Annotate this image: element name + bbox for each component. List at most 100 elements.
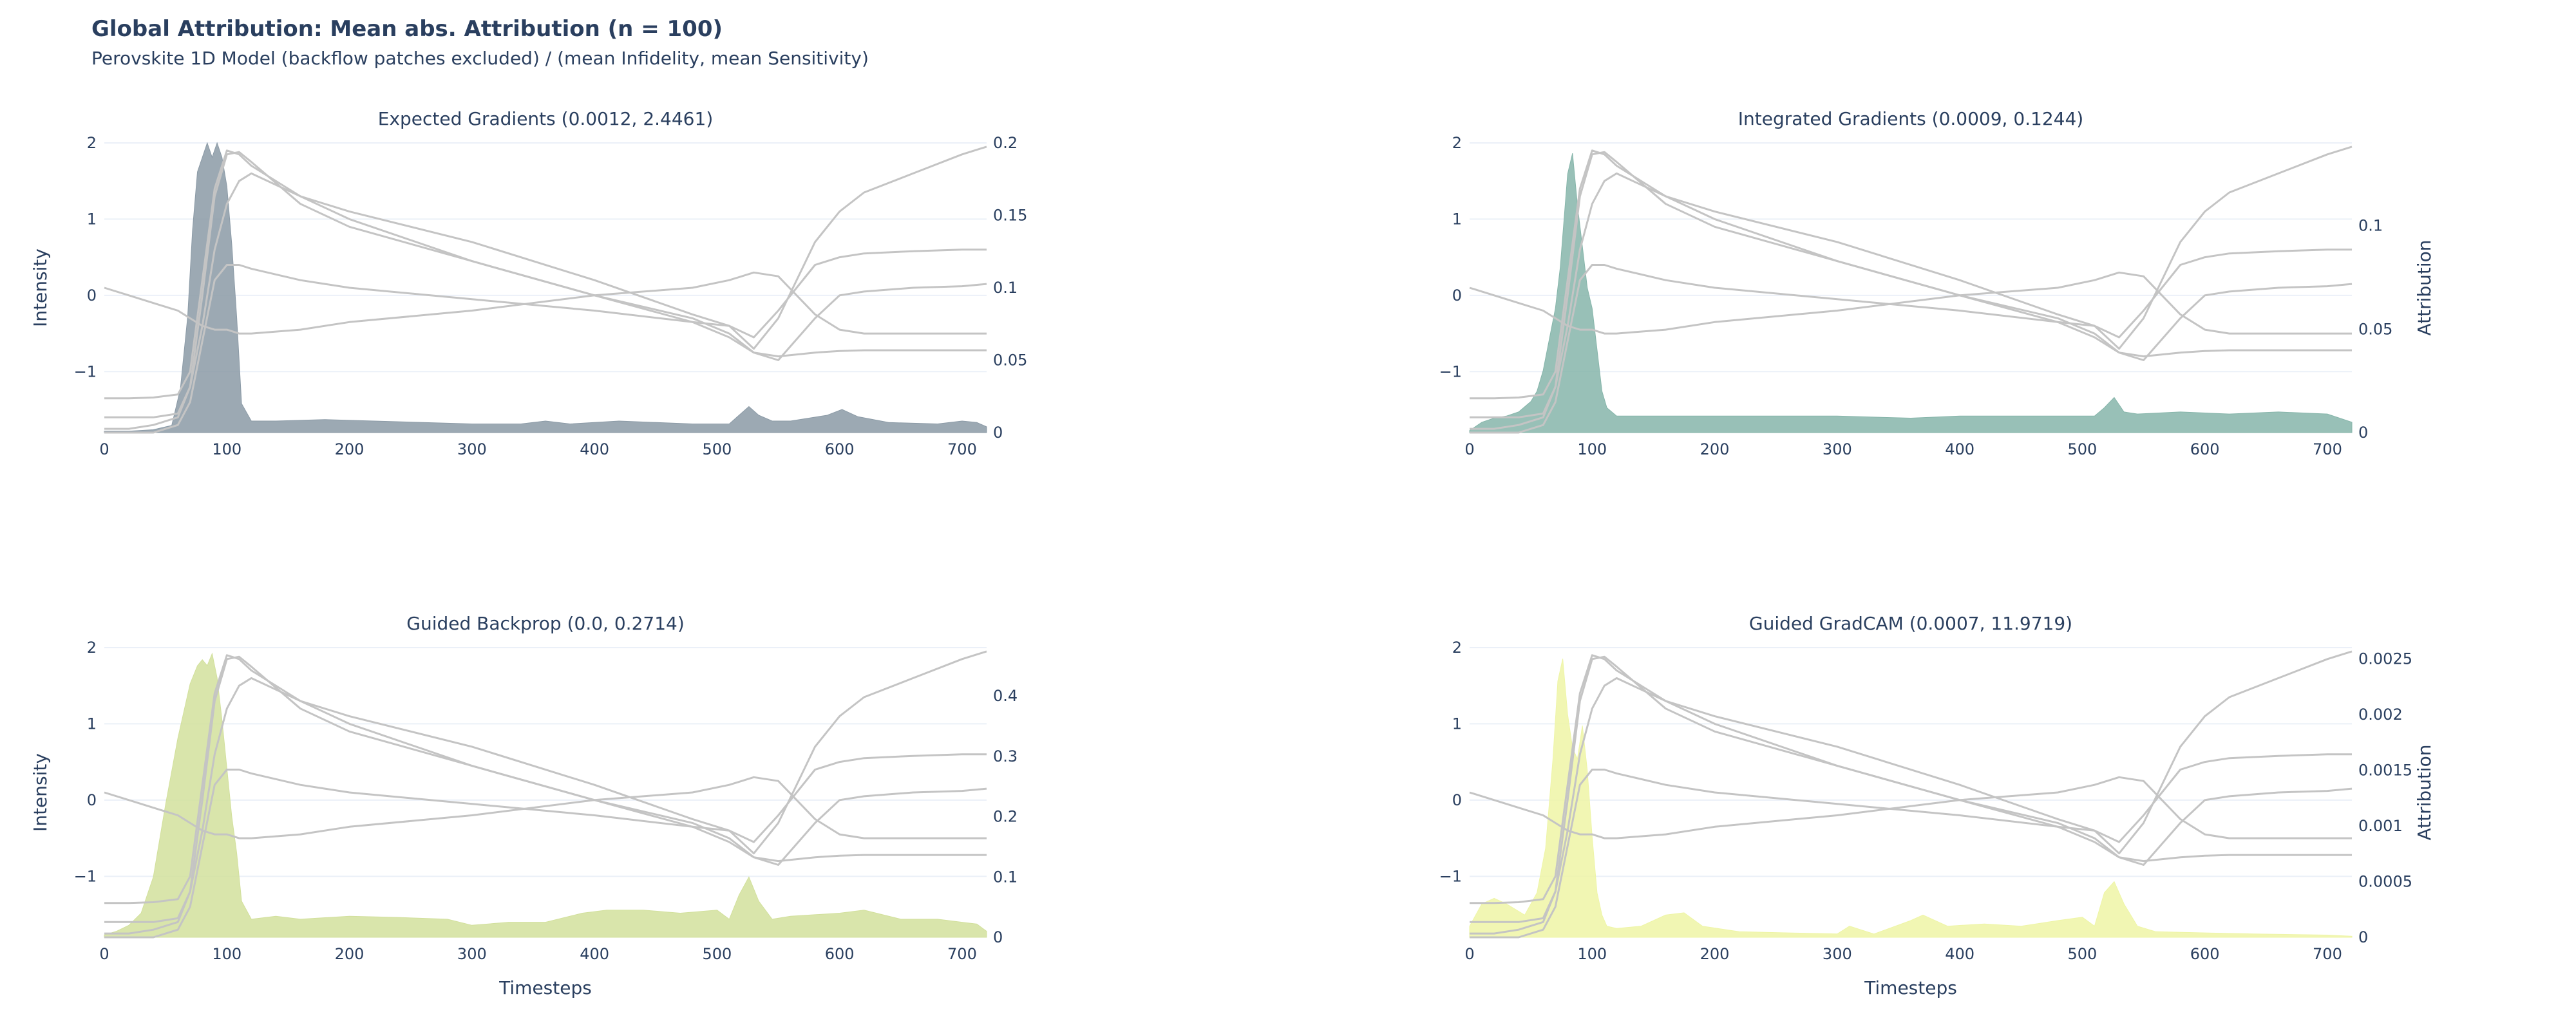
- spectrum-line: [104, 271, 987, 335]
- x-tick-label: 200: [1700, 440, 1730, 458]
- x-tick-label: 600: [825, 945, 855, 963]
- x-tick-label: 500: [2067, 945, 2097, 963]
- y2-tick-label: 0.0025: [2358, 650, 2412, 668]
- y2-tick-label: 0.1: [993, 279, 1018, 297]
- subplot-4: 2 1 0 −1 0.0025 0.002 0.0015 0.001 0.0005 0 0 100 20…: [1439, 613, 2435, 998]
- y2-tick-label: 0.2: [993, 134, 1018, 152]
- y-tick-label: 2: [87, 134, 97, 152]
- x-tick-label: 300: [457, 440, 487, 458]
- x-tick-label: 200: [335, 945, 365, 963]
- y2-tick-label: 0: [2358, 928, 2368, 946]
- attribution-area: [1469, 153, 2353, 433]
- y2-tick-label: 0.05: [993, 351, 1027, 370]
- y-tick-label: 2: [1452, 639, 1462, 657]
- x-tick-label: 0: [1464, 440, 1474, 458]
- y2-tick-label: 0.001: [2358, 817, 2403, 835]
- x-tick-label: 700: [2313, 945, 2342, 963]
- x-tick-label: 600: [825, 440, 855, 458]
- spectrum-line: [1470, 677, 2353, 935]
- x-tick-label: 600: [2190, 440, 2220, 458]
- x-tick-label: 600: [2190, 945, 2220, 963]
- subplot-3: 2 1 0 −1 0.4 0.3 0.2 0.1 0 0 100 200 300 400 500 600 700…: [30, 613, 1018, 998]
- y-tick-label: −1: [74, 867, 97, 885]
- x-tick-label: 300: [457, 945, 487, 963]
- y2-axis-label: Attribution: [2414, 239, 2435, 335]
- subplot-1: 2 1 0 −1 0.2 0.15 0.1 0.05 0 0 100 200 300 400 500 600 7…: [30, 108, 1027, 458]
- y2-tick-label: 0: [2358, 424, 2368, 442]
- y2-tick-label: 0.0005: [2358, 872, 2412, 890]
- x-axis-label: Timesteps: [1864, 977, 1957, 998]
- spectrum-line: [104, 776, 987, 839]
- y-tick-label: 0: [1452, 286, 1462, 304]
- spectrum-line: [1470, 172, 2353, 430]
- y2-tick-label: 0.4: [993, 687, 1018, 705]
- attribution-area: [104, 652, 987, 938]
- x-tick-label: 700: [2313, 440, 2342, 458]
- figure-title: Global Attribution: Mean abs. Attributio…: [91, 16, 723, 42]
- y-tick-label: 1: [87, 210, 97, 228]
- x-tick-label: 100: [1577, 945, 1607, 963]
- x-tick-label: 700: [947, 440, 977, 458]
- spectrum-line: [1470, 753, 2352, 939]
- spectrum-line: [104, 248, 987, 434]
- y2-tick-label: 0.1: [2358, 217, 2383, 235]
- x-tick-label: 500: [2067, 440, 2097, 458]
- y-axis-label: Intensity: [30, 753, 51, 832]
- y2-axis-label: Attribution: [2414, 744, 2435, 840]
- spectrum-line: [104, 677, 987, 935]
- attribution-area: [1469, 659, 2353, 938]
- x-tick-label: 200: [335, 440, 365, 458]
- subplot-title: Guided Backprop (0.0, 0.2714): [406, 613, 685, 634]
- spectrum-line: [1470, 650, 2353, 904]
- x-tick-label: 700: [947, 945, 977, 963]
- x-tick-label: 500: [702, 945, 732, 963]
- y-tick-label: −1: [1439, 362, 1462, 380]
- y-tick-label: 2: [87, 639, 97, 657]
- y2-tick-label: 0: [993, 424, 1003, 442]
- x-tick-label: 400: [1945, 945, 1975, 963]
- x-tick-label: 400: [580, 945, 609, 963]
- x-tick-label: 200: [1700, 945, 1730, 963]
- spectrum-line: [104, 172, 987, 430]
- y2-tick-label: 0: [993, 928, 1003, 946]
- subplot-2: 2 1 0 −1 0.1 0.05 0 0 100 200 300 400 500 600 700 Integ…: [1439, 108, 2435, 458]
- x-tick-label: 100: [212, 945, 242, 963]
- y-tick-label: −1: [1439, 867, 1462, 885]
- spectrum-line: [1470, 248, 2352, 434]
- figure-subtitle: Perovskite 1D Model (backflow patches ex…: [91, 48, 869, 69]
- y-tick-label: 1: [1452, 210, 1462, 228]
- x-tick-label: 300: [1823, 440, 1852, 458]
- spectrum-line: [104, 145, 987, 400]
- subplot-title: Guided GradCAM (0.0007, 11.9719): [1749, 613, 2072, 634]
- spectrum-line: [104, 650, 987, 904]
- x-tick-label: 0: [1464, 945, 1474, 963]
- y-tick-label: 2: [1452, 134, 1462, 152]
- y2-tick-label: 0.15: [993, 207, 1027, 225]
- y2-tick-label: 0.05: [2358, 320, 2392, 338]
- subplot-title: Integrated Gradients (0.0009, 0.1244): [1738, 108, 2083, 129]
- x-tick-label: 100: [1577, 440, 1607, 458]
- spectrum-line: [1469, 776, 2352, 839]
- x-tick-label: 300: [1823, 945, 1852, 963]
- spectrum-line: [1469, 271, 2352, 335]
- y-tick-label: 0: [87, 791, 97, 809]
- x-tick-label: 400: [580, 440, 609, 458]
- y-tick-label: −1: [74, 362, 97, 380]
- x-tick-label: 0: [99, 945, 109, 963]
- spectrum-line: [104, 753, 987, 939]
- subplot-title: Expected Gradients (0.0012, 2.4461): [378, 108, 714, 129]
- attribution-area: [104, 142, 987, 433]
- y-tick-label: 1: [1452, 715, 1462, 733]
- x-tick-label: 500: [702, 440, 732, 458]
- y-tick-label: 0: [1452, 791, 1462, 809]
- y-axis-label: Intensity: [30, 248, 51, 327]
- x-tick-label: 100: [212, 440, 242, 458]
- y2-tick-label: 0.002: [2358, 706, 2403, 724]
- y2-tick-label: 0.0015: [2358, 761, 2412, 779]
- y2-tick-label: 0.1: [993, 868, 1018, 886]
- spectrum-line: [1470, 145, 2353, 400]
- x-tick-label: 400: [1945, 440, 1975, 458]
- y2-tick-label: 0.3: [993, 747, 1018, 765]
- x-tick-label: 0: [99, 440, 109, 458]
